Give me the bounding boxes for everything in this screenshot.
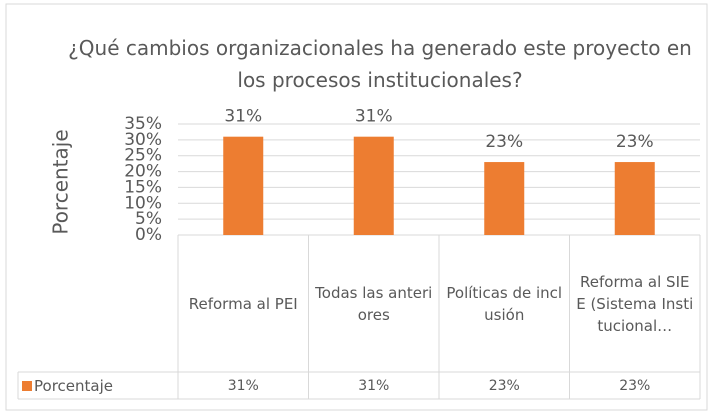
y-tick-label: 25% <box>124 146 162 166</box>
y-tick-label: 5% <box>135 209 162 229</box>
chart-title: ¿Qué cambios organizacionales ha generad… <box>68 36 692 92</box>
y-tick-label: 30% <box>124 130 162 150</box>
y-tick-label: 35% <box>124 114 162 134</box>
y-axis-label: Porcentaje <box>49 129 73 234</box>
bar <box>614 162 655 235</box>
bar <box>223 136 264 235</box>
y-tick-label: 20% <box>124 162 162 182</box>
table-value: 23% <box>488 377 520 394</box>
data-label: 31% <box>224 107 262 127</box>
data-label: 23% <box>616 132 654 152</box>
category-cell: Reforma al SIEE (Sistema Institucional… <box>576 272 694 335</box>
chart-border <box>5 3 708 411</box>
category-cell: Políticas de inclusión <box>446 283 563 324</box>
table-value: 31% <box>227 377 259 394</box>
data-label: 31% <box>355 107 393 127</box>
category-cell: Reforma al PEI <box>188 294 298 313</box>
y-tick-label: 10% <box>124 193 162 213</box>
bar <box>484 162 525 235</box>
legend-swatch <box>22 381 32 391</box>
y-tick-label: 0% <box>135 225 162 245</box>
category-cell: Todas las anteriores <box>315 283 433 324</box>
legend-label: Porcentaje <box>34 376 113 395</box>
y-tick-label: 15% <box>124 177 162 197</box>
table-value: 31% <box>358 377 390 394</box>
bar <box>353 136 394 235</box>
data-label: 23% <box>485 132 523 152</box>
table-value: 23% <box>619 377 651 394</box>
